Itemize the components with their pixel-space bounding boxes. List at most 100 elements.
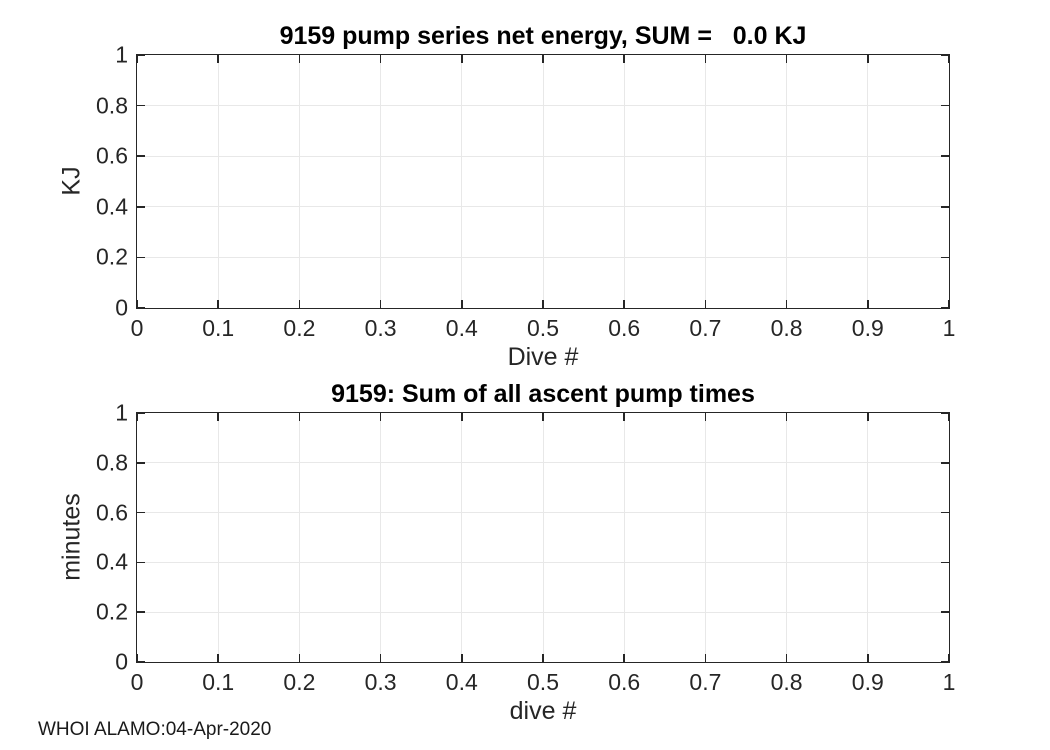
x-tick-label: 0.4 [445,669,478,695]
y-tick-mark [137,206,145,208]
y-tick-mark [941,307,949,309]
x-tick-label: 0.2 [283,315,316,341]
x-tick-label: 0.3 [364,315,397,341]
y-tick-label: 0.2 [96,598,128,625]
x-tick-label: 0.5 [527,315,559,341]
bottom-plot-title: 9159: Sum of all ascent pump times [331,380,755,408]
x-tick-mark [948,300,950,308]
x-tick-mark [217,300,219,308]
y-tick-mark [137,511,145,514]
y-tick-mark [137,104,145,107]
y-gridline [137,206,949,208]
x-gridline [623,413,625,662]
x-tick-mark [542,300,544,308]
x-tick-mark [136,413,138,421]
y-tick-mark [941,206,949,208]
y-tick-label: 1 [115,41,128,68]
x-tick-mark [948,413,950,421]
x-tick-mark [379,300,382,308]
y-tick-mark [137,611,145,613]
top-plot-ylabel: KJ [57,166,86,196]
x-tick-mark [298,654,301,662]
x-tick-mark [704,413,707,421]
x-tick-mark [542,654,544,662]
x-tick-mark [623,300,625,308]
y-tick-mark [941,561,949,564]
x-tick-label: 1 [942,669,956,695]
x-tick-label: 1 [942,315,956,341]
x-tick-label: 0 [130,669,144,695]
x-tick-mark [379,654,382,662]
y-tick-label: 0 [115,294,128,321]
figure-footer-note: WHOI ALAMO:04-Apr-2020 [38,719,272,740]
x-gridline [380,413,382,662]
y-tick-mark [941,155,949,157]
y-tick-label: 0 [115,648,128,675]
x-tick-mark [704,654,707,662]
y-tick-label: 0.8 [96,92,128,119]
x-gridline [786,55,788,308]
y-gridline [137,611,949,613]
x-tick-mark [136,55,138,63]
y-gridline [137,462,949,464]
y-tick-label: 0.2 [96,243,128,270]
x-tick-label: 0.6 [608,669,641,695]
x-gridline [542,55,544,308]
x-tick-label: 0.3 [364,669,397,695]
x-tick-label: 0.9 [851,669,884,695]
y-tick-mark [137,256,145,259]
x-gridline [380,55,382,308]
y-tick-mark [137,307,145,309]
x-gridline [704,55,706,308]
x-tick-mark [379,413,382,421]
y-tick-mark [941,104,949,107]
x-tick-mark [948,55,950,63]
y-gridline [137,155,949,157]
x-tick-mark [623,654,625,662]
x-tick-label: 0.8 [770,315,803,341]
y-tick-label: 0.4 [96,193,128,220]
x-tick-label: 0.9 [851,315,884,341]
x-tick-mark [217,55,219,63]
y-tick-mark [137,412,145,414]
x-tick-mark [867,300,869,308]
top-plot-title: 9159 pump series net energy, SUM = 0.0 K… [279,22,807,50]
x-gridline [461,55,463,308]
x-tick-label: 0.7 [689,315,722,341]
y-tick-mark [941,511,949,514]
y-gridline [137,561,949,563]
y-gridline [137,512,949,514]
x-tick-mark [867,55,869,63]
bottom-plot-xlabel: dive # [509,697,577,725]
top-plot-xlabel: Dive # [507,343,579,371]
x-tick-mark [298,413,301,421]
top-plot-axes: 0 0.1 0.2 0.3 0.4 0.5 0.6 0.7 0.8 0.9 1 0 0.2 0.4 0.6 0… [96,42,955,342]
y-tick-mark [941,462,949,464]
x-gridline [298,55,300,308]
x-tick-mark [623,413,625,421]
bottom-plot-ylabel: minutes [57,493,86,581]
x-tick-label: 0.1 [202,315,235,341]
x-tick-mark [867,654,869,662]
x-tick-mark [461,413,463,421]
x-tick-mark [867,413,869,421]
x-gridline [298,413,300,662]
x-tick-mark [785,654,788,662]
y-tick-mark [941,412,949,414]
x-tick-label: 0.2 [283,669,316,695]
x-gridline [867,413,869,662]
x-gridline [217,55,219,308]
x-gridline [217,413,219,662]
x-tick-label: 0 [130,315,144,341]
x-gridline [786,413,788,662]
x-tick-mark [704,55,707,63]
y-gridline [137,105,949,107]
y-tick-mark [137,54,145,56]
y-gridline [137,256,949,258]
y-tick-mark [137,155,145,157]
x-tick-mark [461,300,463,308]
x-gridline [867,55,869,308]
x-tick-mark [785,55,788,63]
x-tick-label: 0.5 [527,669,559,695]
y-tick-label: 0.4 [96,548,128,575]
